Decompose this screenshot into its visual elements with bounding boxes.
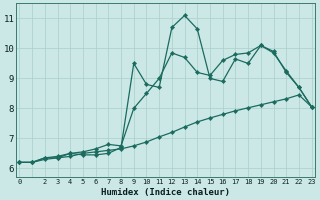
X-axis label: Humidex (Indice chaleur): Humidex (Indice chaleur) xyxy=(101,188,230,197)
